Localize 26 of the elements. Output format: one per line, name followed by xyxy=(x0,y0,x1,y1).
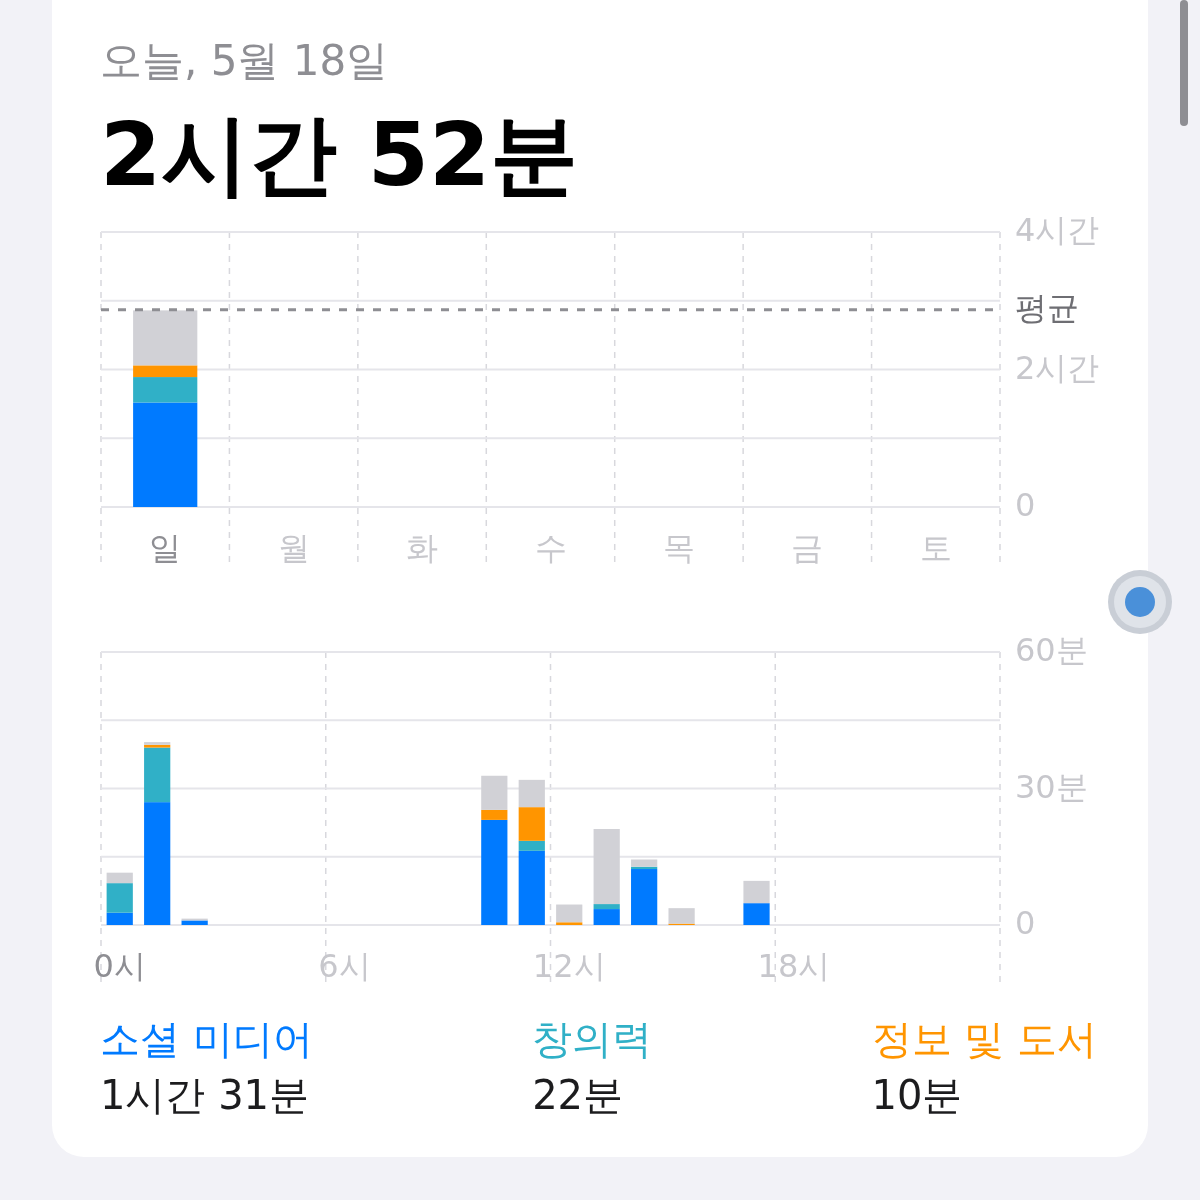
y-tick-label: 0 xyxy=(1015,486,1036,524)
y-tick-label: 4시간 xyxy=(1015,211,1100,249)
text: 창의력 xyxy=(532,1015,653,1063)
x-tick-label: 금 xyxy=(791,529,824,567)
chart-subtitle: 오늘, 5월 18일 xyxy=(100,36,389,85)
y-tick-label: 0 xyxy=(1015,904,1036,942)
text: 정보 및 도서 xyxy=(871,1015,1097,1063)
x-tick-label: 수 xyxy=(534,529,567,567)
x-tick-label: 18시 xyxy=(757,947,831,985)
y-tick-label: 60분 xyxy=(1015,631,1088,669)
x-tick-label: 12시 xyxy=(532,947,606,985)
x-tick-label: 토 xyxy=(919,529,952,567)
chart-title: 2시간 52분 xyxy=(100,103,579,206)
x-tick-label: 화 xyxy=(406,529,439,567)
ref-line-label: 평균 xyxy=(1015,288,1079,327)
y-tick-label: 30분 xyxy=(1015,767,1088,806)
x-tick-label: 6시 xyxy=(318,947,371,985)
text: 10분 xyxy=(871,1071,963,1119)
x-tick-label: 목 xyxy=(662,529,695,567)
x-tick-label: 일 xyxy=(149,529,182,567)
x-tick-label: 0시 xyxy=(93,947,146,985)
text: 소셜 미디어 xyxy=(100,1015,313,1063)
x-tick-label: 월 xyxy=(277,529,310,567)
y-tick-label: 2시간 xyxy=(1015,348,1100,387)
text: 1시간 31분 xyxy=(100,1071,310,1119)
text: 22분 xyxy=(532,1071,624,1119)
